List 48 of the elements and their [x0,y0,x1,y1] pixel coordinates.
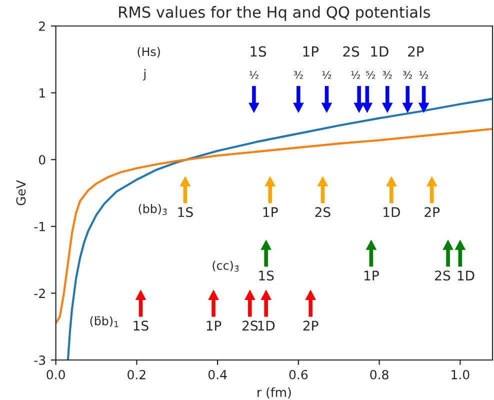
annotation: 2S [315,207,330,218]
annotation: 1S [259,270,274,281]
annotation: ½ [250,71,258,79]
line-series [66,98,493,360]
annotation: 1D [371,46,388,57]
annotation: 1P [206,320,222,330]
chart-title: RMS values for the Hq and QQ potentials [119,6,430,21]
annotation: 2P [424,207,440,217]
x-tick-label: 0.4 [208,370,227,380]
annotation: 1P [303,46,319,57]
annotation: ³⁄₂ [294,71,303,79]
y-tick-label: 1 [40,88,45,98]
annotation: (b̄b)$_{1}$ [90,316,118,328]
annotation: 1P [364,270,379,280]
annotation: 1S [250,46,266,57]
y-tick-label: 2 [39,21,45,31]
y-tick-label: -1 [34,222,45,232]
annotation: 2S [435,270,450,281]
annotation: j [143,69,146,80]
annotation: 1D [258,320,275,330]
y-axis-title: GeV [16,180,26,206]
annotation: (bb)$_{3̄}$ [138,204,167,216]
x-tick-label: 0.6 [289,370,308,380]
annotation: ³⁄₂ [403,71,412,79]
x-tick-label: 0.8 [370,370,388,380]
x-tick-label: 1.0 [452,370,470,380]
annotation: ½ [351,71,360,79]
annotation: ³⁄₂ [382,71,392,79]
annotation: (cc)$_{3̄}$ [212,260,239,272]
y-tick-label: -2 [34,288,45,298]
annotation: 2P [303,320,318,330]
x-tick-label: 0.2 [128,370,146,380]
x-tick-label: 0.0 [46,370,65,380]
y-tick-label: 0 [38,155,46,165]
annotation: 2P [408,46,424,57]
annotation: 1D [384,207,400,217]
annotation: 2S [343,46,360,57]
y-tick-label: -3 [34,355,46,365]
annotation: ⁵⁄₂ [366,71,376,79]
annotation: ½ [322,71,332,79]
annotation: 1D [458,270,474,280]
x-axis-title: r (fm) [258,387,291,399]
annotation: 1S [134,320,148,331]
annotation: 2S [242,320,258,331]
annotation: 1P [263,207,278,217]
annotation: 1S [178,207,193,218]
annotation: ½ [419,71,428,79]
annotation: (Hs) [138,47,160,58]
